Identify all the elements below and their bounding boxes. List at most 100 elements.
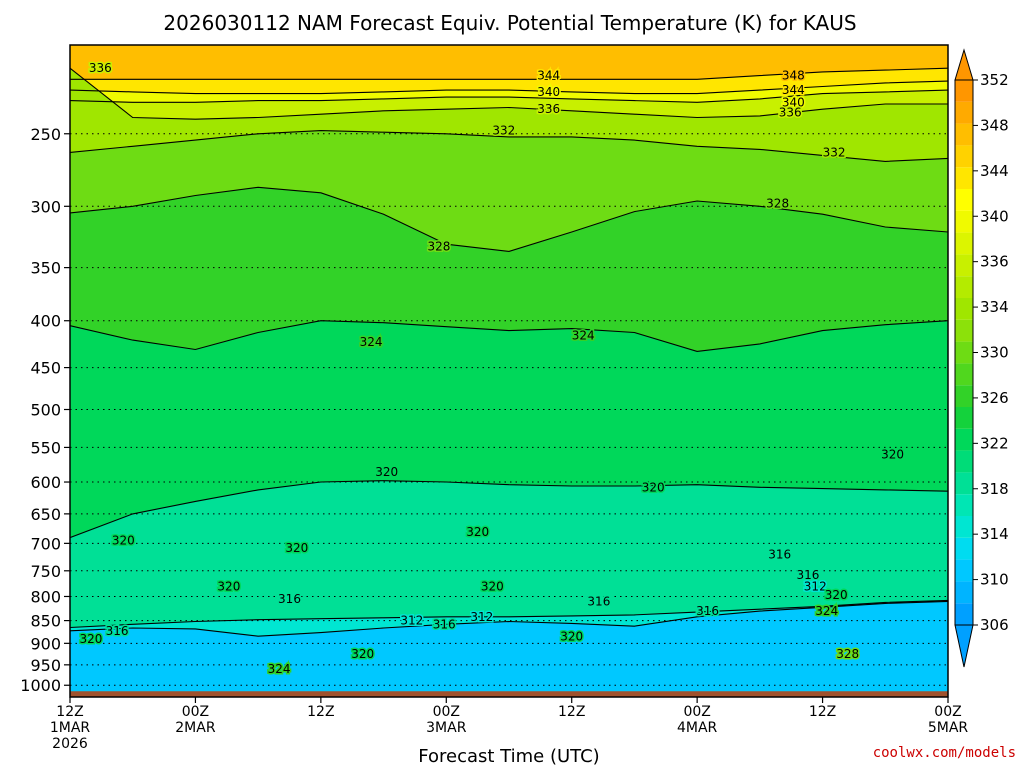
contour-label: 348 xyxy=(782,69,805,83)
band-below-312 xyxy=(70,601,948,697)
colorbar-swatch-348 xyxy=(955,123,973,146)
contour-label: 328 xyxy=(766,197,789,211)
colorbar-label-306: 306 xyxy=(980,616,1009,634)
contour-label: 320 xyxy=(79,632,102,646)
pressure-gridlines xyxy=(70,133,948,686)
colorbar-label-326: 326 xyxy=(980,389,1009,407)
colorbar-label-348: 348 xyxy=(980,116,1009,134)
colorbar: 306 310 314 318 322 326 330 334 336 340 344 348 352 xyxy=(954,48,1009,668)
contour-label: 324 xyxy=(268,662,291,676)
xtick-label-3-0: 00Z xyxy=(433,704,460,720)
contour-label: 316 xyxy=(796,568,819,582)
contour-label: 320 xyxy=(285,541,308,555)
ytick-label-600: 600 xyxy=(30,473,61,492)
contour-344 xyxy=(70,80,948,95)
contour-label: 316 xyxy=(587,594,610,608)
colorbar-swatch-336 xyxy=(955,254,973,277)
contour-label: 344 xyxy=(782,83,805,97)
ytick-label-1000: 1000 xyxy=(20,676,61,695)
contour-label: 320 xyxy=(351,647,374,661)
ytick-label-650: 650 xyxy=(30,505,61,524)
contour-336 xyxy=(70,67,948,120)
ytick-label-850: 850 xyxy=(30,612,61,631)
contour-label: 320 xyxy=(881,448,904,462)
xtick-label-4-0: 12Z xyxy=(558,704,585,720)
chart-title: 2026030112 NAM Forecast Equiv. Potential… xyxy=(163,11,856,35)
contour-332 xyxy=(70,130,948,162)
contour-label: 316 xyxy=(106,624,129,638)
ytick-label-300: 300 xyxy=(30,197,61,216)
contour-label: 336 xyxy=(89,61,112,75)
contour-label: 320 xyxy=(112,534,135,548)
colorbar-swatch-346 xyxy=(955,145,973,168)
colorbar-swatch-322 xyxy=(955,407,973,429)
colorbar-label-340: 340 xyxy=(980,207,1009,225)
ytick-label-400: 400 xyxy=(30,312,61,331)
colorbar-label-310: 310 xyxy=(980,571,1009,589)
contour-label: 320 xyxy=(642,480,665,494)
colorbar-swatch-352 xyxy=(955,80,973,102)
color-bands xyxy=(70,45,948,697)
colorbar-swatch-340 xyxy=(955,210,973,233)
contour-label: 320 xyxy=(825,588,848,602)
ytick-label-350: 350 xyxy=(30,259,61,278)
contour-label: 316 xyxy=(768,548,791,562)
xtick-label-0-1: 1MAR xyxy=(50,720,91,736)
colorbar-bottom-arrow xyxy=(954,624,974,668)
contour-label: 328 xyxy=(836,647,859,661)
colorbar-swatch-324 xyxy=(955,385,973,407)
contour-label: 320 xyxy=(375,465,398,479)
ytick-label-950: 950 xyxy=(30,656,61,675)
contour-label: 320 xyxy=(466,525,489,539)
contour-label: 340 xyxy=(537,85,560,99)
colorbar-swatch-338 xyxy=(955,232,973,255)
contour-label: 316 xyxy=(696,604,719,618)
contour-348 xyxy=(70,67,948,80)
colorbar-top-arrow xyxy=(954,48,974,81)
ytick-label-800: 800 xyxy=(30,587,61,606)
contour-320 xyxy=(70,480,948,539)
colorbar-label-334: 334 xyxy=(980,298,1009,316)
xtick-label-1-0: 00Z xyxy=(182,704,209,720)
ytick-label-700: 700 xyxy=(30,534,61,553)
colorbar-swatch-350 xyxy=(955,101,973,124)
colorbar-swatch-328 xyxy=(955,341,973,364)
contour-316 xyxy=(70,599,948,629)
contour-label: 312 xyxy=(470,610,493,624)
contour-328 xyxy=(70,186,948,252)
contour-label: 324 xyxy=(360,335,383,349)
contour-label: 344 xyxy=(537,69,560,83)
xtick-label-7-1: 5MAR xyxy=(928,720,969,736)
contour-label: 316 xyxy=(278,592,301,606)
colorbar-swatch-310 xyxy=(955,537,973,560)
colorbar-label-322: 322 xyxy=(980,434,1009,452)
contour-label: 316 xyxy=(433,617,456,631)
ytick-label-900: 900 xyxy=(30,634,61,653)
colorbar-swatch-344 xyxy=(955,167,973,189)
colorbar-swatch-332 xyxy=(955,298,973,320)
x-axis-label: Forecast Time (UTC) xyxy=(418,746,599,767)
plot-frame xyxy=(69,44,949,698)
colorbar-label-330: 330 xyxy=(980,344,1009,362)
colorbar-label-336: 336 xyxy=(980,253,1009,271)
ytick-label-450: 450 xyxy=(30,359,61,378)
colorbar-swatch-326 xyxy=(955,363,973,386)
xtick-label-6-0: 12Z xyxy=(809,704,836,720)
contour-lines xyxy=(70,67,948,637)
colorbar-swatch-342 xyxy=(955,189,973,211)
xtick-label-5-0: 00Z xyxy=(683,704,710,720)
contour-label: 328 xyxy=(428,240,451,254)
colorbar-swatch-320 xyxy=(955,428,973,451)
contour-324 xyxy=(70,320,948,352)
colorbar-swatch-304 xyxy=(955,603,973,625)
ytick-label-750: 750 xyxy=(30,562,61,581)
xtick-label-7-0: 00Z xyxy=(934,704,961,720)
colorbar-swatch-308 xyxy=(955,559,973,582)
xtick-label-1-1: 2MAR xyxy=(175,720,216,736)
colorbar-label-344: 344 xyxy=(980,162,1009,180)
contour-label: 332 xyxy=(492,124,515,138)
colorbar-swatch-334 xyxy=(955,276,973,298)
colorbar-swatch-316 xyxy=(955,472,973,495)
